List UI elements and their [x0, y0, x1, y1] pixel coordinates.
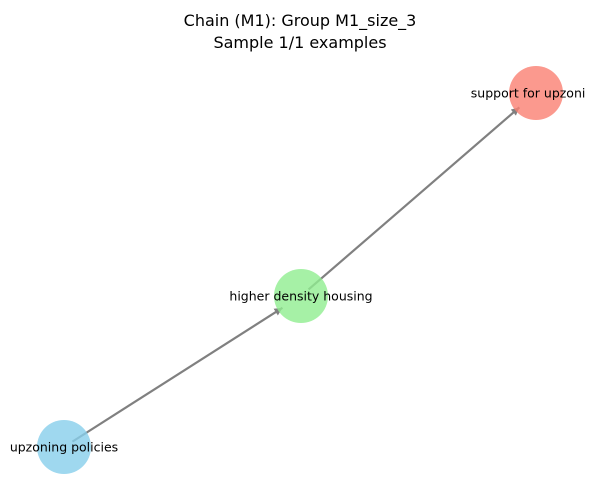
node-label: upzoning policies [10, 440, 118, 455]
node-circle [37, 420, 91, 474]
edge-arrow-n1-n2 [71, 306, 284, 443]
edges-layer [71, 106, 521, 443]
node-label: higher density housing [229, 289, 372, 304]
node-circle [274, 269, 328, 323]
node-circle [509, 66, 563, 120]
edge-arrow-n2-n3 [307, 106, 521, 291]
node-n2: higher density housing [229, 269, 373, 323]
node-label: support for upzoning [471, 86, 600, 101]
figure-title-line2: Sample 1/1 examples [213, 33, 386, 52]
node-n1: upzoning policies [10, 420, 118, 474]
figure-title-line1: Chain (M1): Group M1_size_3 [184, 11, 417, 31]
node-n3: support for upzoning [471, 66, 600, 120]
nodes-layer: upzoning policies higher density housing s… [10, 66, 600, 474]
